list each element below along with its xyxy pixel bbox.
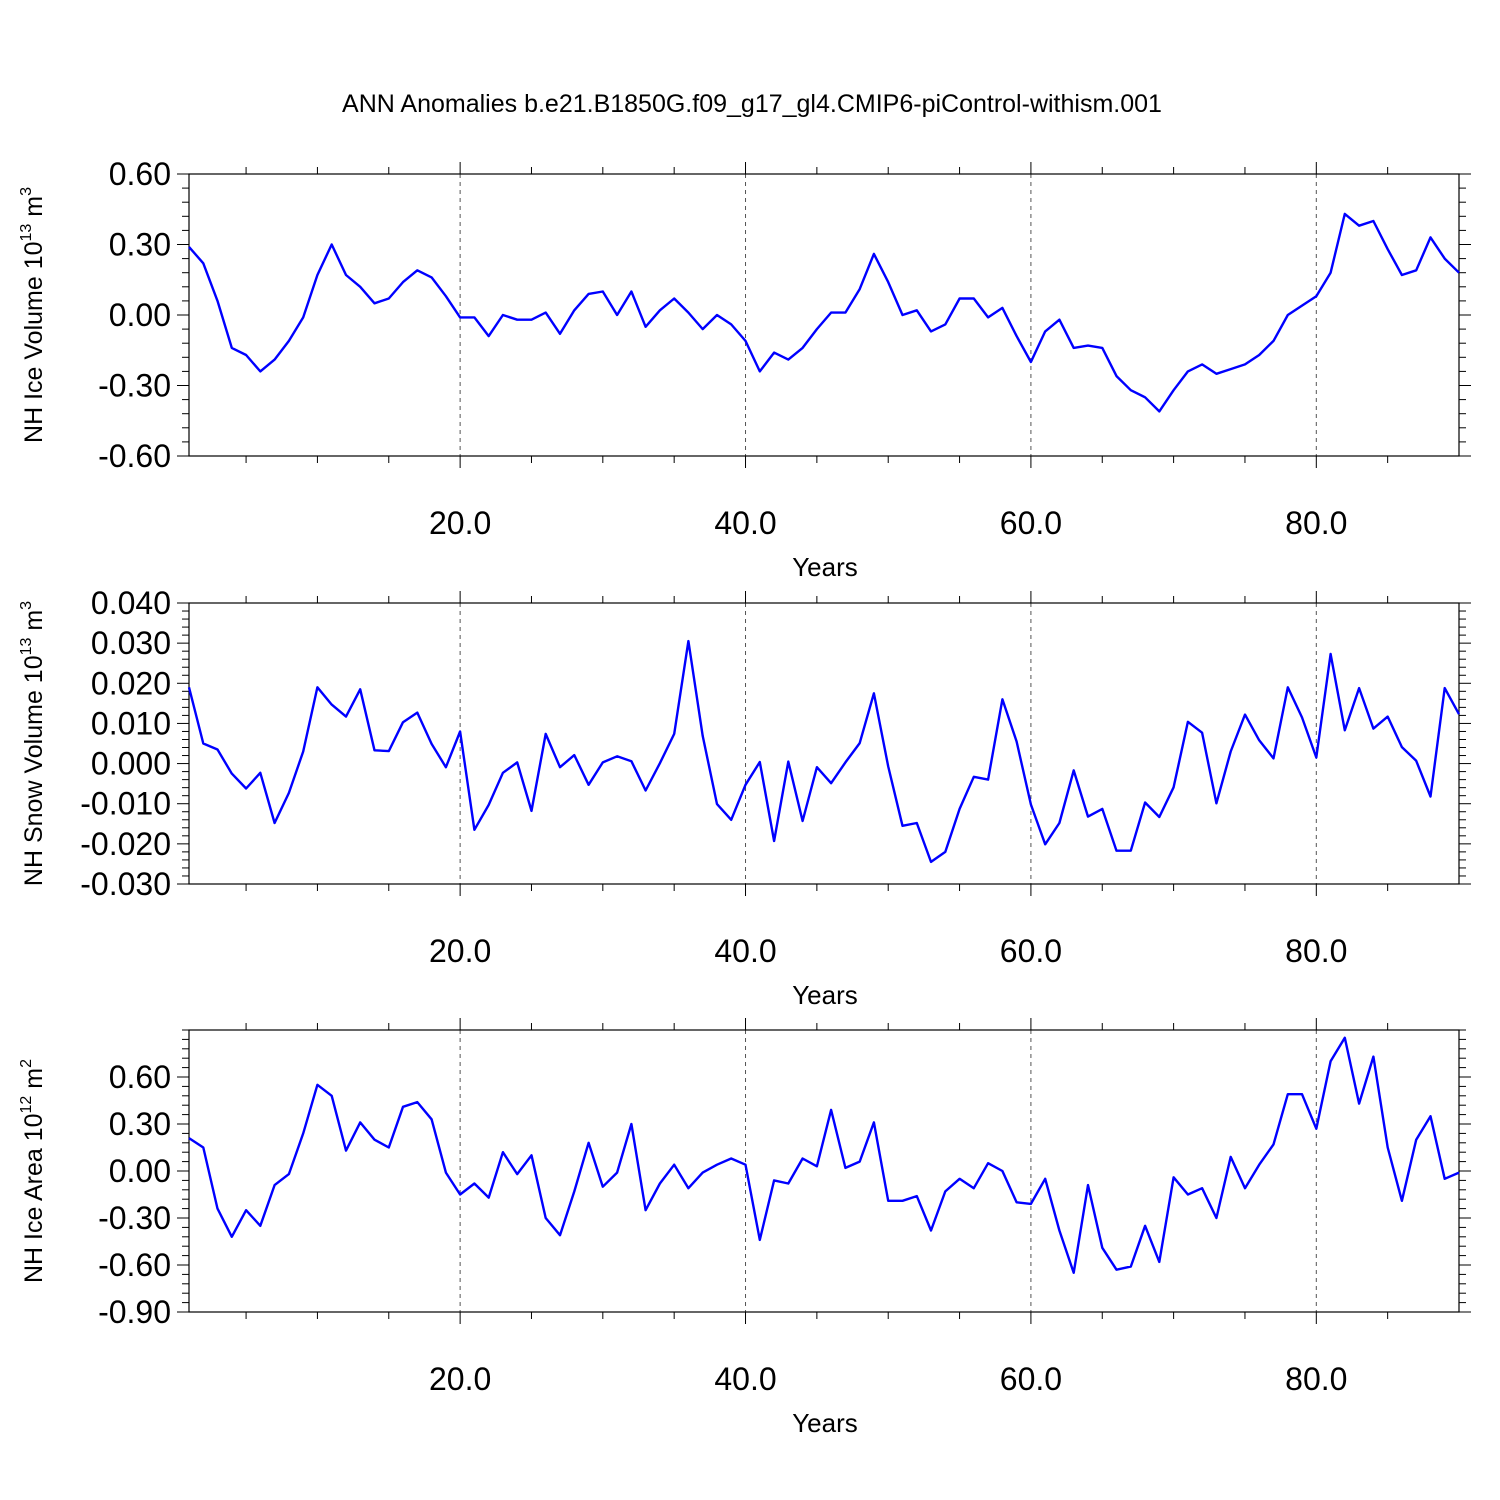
panel-3: -0.90 -0.60 -0.30 0.00 0.30 0.60 20.0 40.0 60.0 8… <box>18 1018 1471 1438</box>
panel-2-ytick-label: 0.040 <box>91 585 171 621</box>
figure-title: ANN Anomalies b.e21.B1850G.f09_g17_gl4.C… <box>342 90 1162 118</box>
panel-2-ytick-label: -0.010 <box>80 786 171 822</box>
panel-2: -0.030 -0.020 -0.010 0.000 0.010 0.020 0.030 0.… <box>18 585 1471 1010</box>
panel-3-xtick-label: 40.0 <box>714 1361 776 1397</box>
panel-2-xtick-label: 80.0 <box>1285 933 1347 969</box>
panel-3-xtick-label: 20.0 <box>429 1361 491 1397</box>
panel-2-ytick-label: 0.010 <box>91 705 171 741</box>
panel-2-ytick-label: 0.030 <box>91 625 171 661</box>
panel-3-xtick-label: 80.0 <box>1285 1361 1347 1397</box>
panels-container: -0.60 -0.30 0.00 0.30 0.60 20.0 40.0 60.0 80.0 Ye… <box>18 156 1471 1438</box>
panel-1-xlabel: Years <box>792 552 858 582</box>
panel-2-xlabel: Years <box>792 980 858 1010</box>
panel-3-series-line <box>188 1036 1460 1275</box>
panel-2-ytick-label: -0.020 <box>80 826 171 862</box>
panel-1-xtick-label: 60.0 <box>1000 505 1062 541</box>
panel-2-xtick-label: 60.0 <box>1000 933 1062 969</box>
panel-1-series-line <box>188 212 1460 413</box>
panel-1-xtick-label: 40.0 <box>714 505 776 541</box>
panel-3-xlabel: Years <box>792 1408 858 1438</box>
panel-3-ytick-label: 0.60 <box>109 1059 171 1095</box>
panel-3-ytick-label: -0.60 <box>98 1247 171 1283</box>
panel-2-ylabel: NH Snow Volume 1013 m3 <box>18 601 48 886</box>
panel-1-xtick-label: 20.0 <box>429 505 491 541</box>
panel-2-xtick-label: 40.0 <box>714 933 776 969</box>
panel-2-ytick-label: 0.000 <box>91 746 171 782</box>
panel-3-ytick-label: 0.30 <box>109 1106 171 1142</box>
panel-1-ytick-label: -0.60 <box>98 438 171 474</box>
panel-2-frame <box>188 602 1460 885</box>
panel-1-ytick-label: 0.60 <box>109 156 171 192</box>
panel-1: -0.60 -0.30 0.00 0.30 0.60 20.0 40.0 60.0 80.0 Ye… <box>18 156 1471 582</box>
panel-3-ytick-label: -0.30 <box>98 1200 171 1236</box>
panel-1-ylabel: NH Ice Volume 1013 m3 <box>18 187 48 443</box>
panel-2-ytick-label: -0.030 <box>80 866 171 902</box>
panel-3-ytick-label: -0.90 <box>98 1294 171 1330</box>
panel-3-ytick-label: 0.00 <box>109 1153 171 1189</box>
panel-2-xtick-label: 20.0 <box>429 933 491 969</box>
panel-1-ytick-label: -0.30 <box>98 368 171 404</box>
panel-1-ytick-label: 0.00 <box>109 297 171 333</box>
panel-3-ylabel: NH Ice Area 1012 m2 <box>18 1059 48 1283</box>
panel-3-xtick-label: 60.0 <box>1000 1361 1062 1397</box>
panel-1-xtick-label: 80.0 <box>1285 505 1347 541</box>
panel-2-series-line <box>187 639 1461 864</box>
panel-1-ytick-label: 0.30 <box>109 227 171 263</box>
panel-2-ytick-label: 0.020 <box>91 665 171 701</box>
